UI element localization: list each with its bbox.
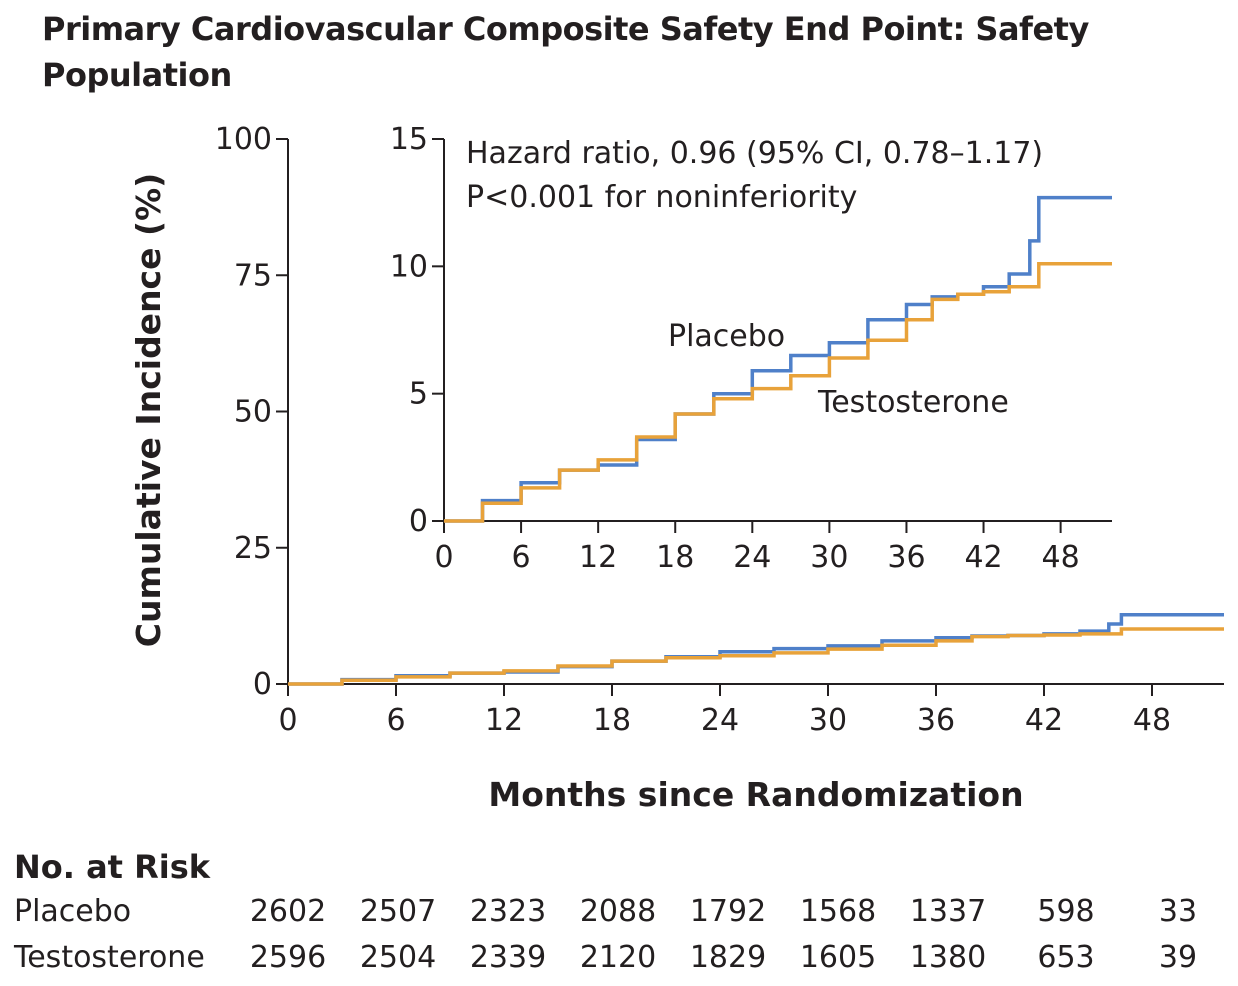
inset-x-tick-label: 18 — [656, 540, 694, 575]
main-x-tick-label: 0 — [278, 703, 297, 738]
risk-value: 2504 — [359, 940, 437, 975]
risk-value: 1792 — [689, 894, 767, 929]
main-y-tick-label: 0 — [253, 667, 272, 702]
risk-value: 39 — [1158, 940, 1198, 975]
risk-value: 2596 — [249, 940, 327, 975]
inset-line-placebo — [444, 195, 1112, 523]
inset-x-tick-label: 42 — [964, 540, 1002, 575]
inset-x-tick-label: 48 — [1042, 540, 1080, 575]
risk-value: 33 — [1158, 894, 1198, 929]
risk-row-testosterone: Testosterone 2596 2504 2339 2120 1829 16… — [10, 940, 1238, 986]
main-y-tick-label: 25 — [234, 531, 272, 566]
series-label-placebo: Placebo — [668, 319, 785, 354]
risk-value: 2507 — [359, 894, 437, 929]
risk-value: 1605 — [799, 940, 877, 975]
inset-x-tick-label: 24 — [733, 540, 771, 575]
risk-value: 2120 — [579, 940, 657, 975]
inset-x-tick-label: 6 — [512, 540, 531, 575]
main-x-tick-label: 36 — [917, 703, 955, 738]
inset-x-tick-label: 30 — [810, 540, 848, 575]
y-axis-title: Cumulative Incidence (%) — [129, 173, 168, 647]
main-series — [288, 613, 1224, 686]
main-x-tick-label: 48 — [1133, 703, 1171, 738]
inset-x-tick-label: 36 — [887, 540, 925, 575]
main-x-tick-label: 42 — [1025, 703, 1063, 738]
inset-series — [444, 195, 1112, 523]
p-value-annotation: P<0.001 for noninferiority — [466, 180, 857, 215]
main-x-tick-label: 6 — [386, 703, 405, 738]
hazard-ratio-annotation: Hazard ratio, 0.96 (95% CI, 0.78–1.17) — [466, 136, 1043, 171]
inset-y-tick-label: 15 — [390, 122, 428, 157]
risk-value: 1829 — [689, 940, 767, 975]
inset-y-tick-label: 0 — [409, 504, 428, 539]
inset-line-testosterone — [444, 262, 1112, 523]
risk-value: 2088 — [579, 894, 657, 929]
risk-row-label: Placebo — [14, 894, 132, 929]
main-y-tick-label: 75 — [234, 258, 272, 293]
inset-x-tick-label: 12 — [579, 540, 617, 575]
main-line-testosterone — [288, 627, 1224, 686]
main-y-tick-label: 100 — [215, 122, 272, 157]
main-x-tick-label: 24 — [701, 703, 739, 738]
risk-value: 2339 — [469, 940, 547, 975]
risk-value: 653 — [1037, 940, 1095, 975]
risk-value: 1337 — [909, 894, 987, 929]
kaplan-meier-chart: 0 25 50 75 100 0 6 12 18 24 30 36 42 48 0 5 10 15 0 6 12 18 2… — [129, 122, 1224, 814]
main-line-placebo — [288, 613, 1224, 686]
risk-table-heading: No. at Risk — [14, 848, 211, 886]
risk-value: 598 — [1037, 894, 1095, 929]
inset-y-tick-label: 10 — [390, 249, 428, 284]
inset-x-tick-label: 0 — [434, 540, 453, 575]
main-x-tick-label: 30 — [809, 703, 847, 738]
main-x-tick-label: 12 — [485, 703, 523, 738]
chart-title: Primary Cardiovascular Composite Safety … — [42, 10, 1089, 94]
inset-y-tick-label: 5 — [409, 377, 428, 412]
risk-row-placebo: Placebo 2602 2507 2323 2088 1792 1568 13… — [10, 894, 1238, 940]
inset-axes: 0 5 10 15 0 6 12 18 24 30 36 42 48 — [390, 122, 1112, 575]
series-label-testosterone: Testosterone — [817, 385, 1009, 420]
risk-value: 1568 — [799, 894, 877, 929]
x-axis-title: Months since Randomization — [488, 775, 1023, 814]
main-y-tick-label: 50 — [234, 395, 272, 430]
risk-value: 1380 — [909, 940, 987, 975]
main-x-tick-label: 18 — [593, 703, 631, 738]
risk-value: 2323 — [469, 894, 547, 929]
risk-value: 2602 — [249, 894, 327, 929]
risk-row-label: Testosterone — [14, 940, 205, 975]
